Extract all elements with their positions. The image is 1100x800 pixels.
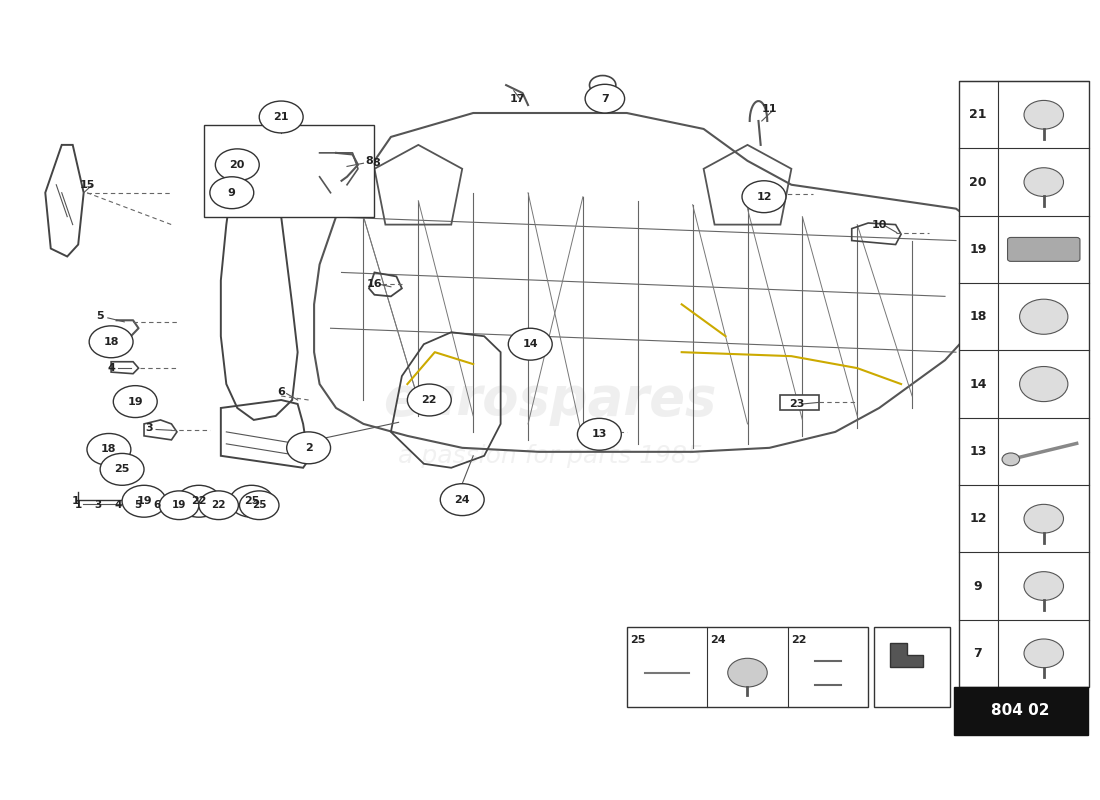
Text: 18: 18	[969, 310, 987, 323]
Circle shape	[160, 491, 199, 519]
Text: 13: 13	[969, 445, 987, 458]
Text: 21: 21	[274, 112, 289, 122]
FancyBboxPatch shape	[1008, 238, 1080, 262]
Text: 9: 9	[974, 579, 982, 593]
Text: 18: 18	[101, 445, 117, 454]
Polygon shape	[890, 643, 923, 667]
Text: 24: 24	[711, 635, 726, 645]
Text: 19: 19	[172, 500, 186, 510]
Text: eurospares: eurospares	[383, 374, 717, 426]
Circle shape	[440, 484, 484, 515]
Text: 19: 19	[136, 496, 152, 506]
Text: 23: 23	[789, 399, 804, 409]
Text: 25: 25	[252, 500, 266, 510]
Text: 7: 7	[601, 94, 608, 104]
Text: 14: 14	[522, 339, 538, 349]
Text: 20: 20	[230, 160, 245, 170]
Circle shape	[1020, 366, 1068, 402]
Text: 804 02: 804 02	[991, 703, 1050, 718]
Circle shape	[260, 101, 304, 133]
Text: 9: 9	[228, 188, 235, 198]
Text: 20: 20	[969, 175, 987, 189]
Text: 4: 4	[107, 363, 116, 373]
Text: 14: 14	[969, 378, 987, 390]
Text: 25: 25	[244, 496, 260, 506]
Circle shape	[1024, 101, 1064, 129]
Text: 24: 24	[454, 494, 470, 505]
Circle shape	[177, 486, 221, 517]
Circle shape	[407, 384, 451, 416]
Text: 5: 5	[97, 311, 104, 322]
Circle shape	[508, 328, 552, 360]
FancyBboxPatch shape	[959, 81, 1089, 687]
Text: 7: 7	[974, 647, 982, 660]
FancyBboxPatch shape	[954, 687, 1088, 735]
Text: 8: 8	[365, 156, 373, 166]
Circle shape	[122, 486, 166, 517]
Text: 17: 17	[509, 94, 525, 104]
Circle shape	[240, 491, 279, 519]
Text: 25: 25	[114, 464, 130, 474]
Circle shape	[1024, 639, 1064, 668]
Circle shape	[585, 84, 625, 113]
Text: 12: 12	[969, 512, 987, 525]
Text: 1: 1	[73, 496, 80, 506]
Text: 22: 22	[191, 496, 207, 506]
Circle shape	[87, 434, 131, 466]
Text: 4: 4	[114, 500, 121, 510]
Circle shape	[100, 454, 144, 486]
Text: 22: 22	[211, 500, 226, 510]
Text: 22: 22	[421, 395, 437, 405]
Text: 5: 5	[134, 500, 141, 510]
FancyBboxPatch shape	[627, 627, 868, 707]
Text: 11: 11	[761, 104, 778, 114]
Circle shape	[216, 149, 260, 181]
Circle shape	[590, 75, 616, 94]
Text: 19: 19	[969, 243, 987, 256]
Text: 1: 1	[75, 500, 81, 510]
Text: 3: 3	[145, 423, 153, 433]
Circle shape	[728, 658, 767, 687]
FancyBboxPatch shape	[205, 125, 374, 217]
Circle shape	[1024, 572, 1064, 600]
Text: 21: 21	[969, 108, 987, 122]
Text: 22: 22	[791, 635, 806, 645]
Circle shape	[89, 326, 133, 358]
Text: 18: 18	[103, 337, 119, 347]
Text: 3: 3	[95, 500, 101, 510]
Text: 2: 2	[305, 443, 312, 453]
Circle shape	[578, 418, 621, 450]
Circle shape	[1020, 299, 1068, 334]
Text: 6: 6	[154, 500, 161, 510]
Text: 15: 15	[79, 180, 95, 190]
Text: 19: 19	[128, 397, 143, 406]
Circle shape	[1002, 453, 1020, 466]
Text: 12: 12	[756, 192, 772, 202]
Circle shape	[742, 181, 785, 213]
FancyBboxPatch shape	[780, 395, 818, 410]
Circle shape	[1024, 168, 1064, 197]
Circle shape	[199, 491, 239, 519]
Circle shape	[210, 177, 254, 209]
Text: 16: 16	[366, 279, 383, 290]
Text: 13: 13	[592, 430, 607, 439]
Text: 25: 25	[630, 635, 646, 645]
FancyBboxPatch shape	[873, 627, 950, 707]
Circle shape	[230, 486, 274, 517]
Text: 8: 8	[372, 158, 379, 168]
Circle shape	[113, 386, 157, 418]
Text: 10: 10	[871, 220, 887, 230]
Circle shape	[1024, 504, 1064, 533]
Text: a passion for parts 1985: a passion for parts 1985	[397, 444, 703, 468]
Circle shape	[287, 432, 331, 464]
Text: 6: 6	[277, 387, 285, 397]
